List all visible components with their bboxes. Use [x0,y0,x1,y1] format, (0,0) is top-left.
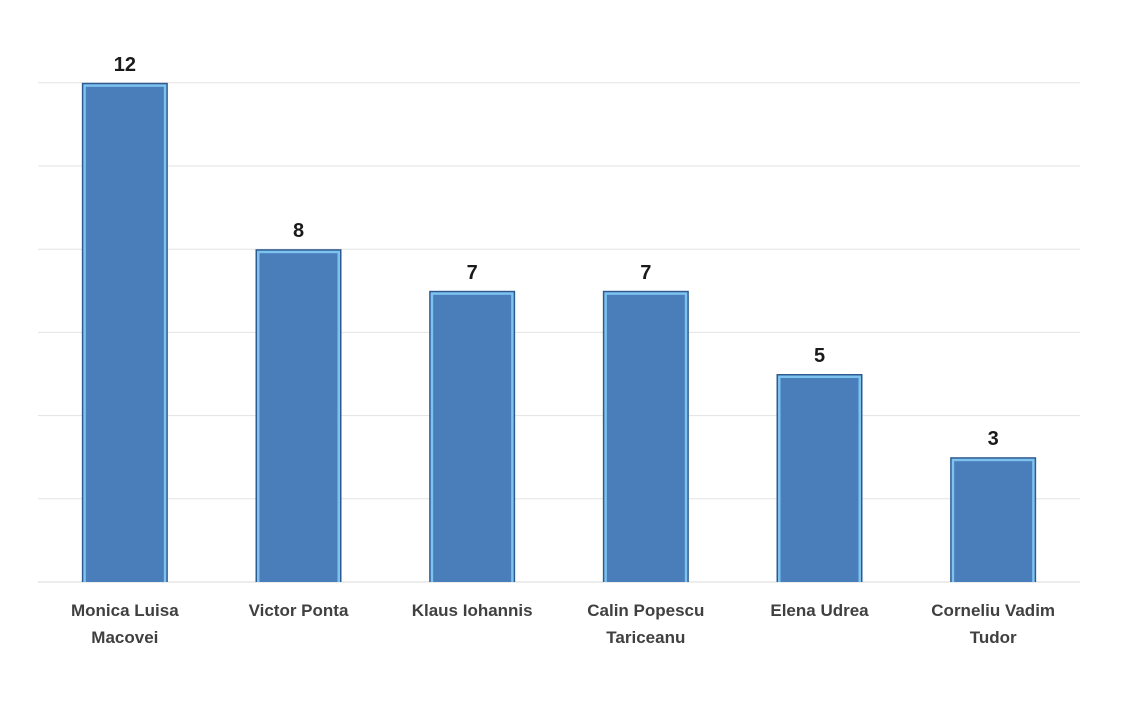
data-label: 8 [293,220,304,242]
category-label-line: Elena Udrea [770,601,869,620]
category-label: Klaus Iohannis [412,601,533,620]
gridlines [38,82,1080,583]
data-label: 3 [988,428,999,450]
bar [81,82,168,583]
bar-fill [433,294,512,582]
bar-fill [85,86,164,583]
category-label: Corneliu Vadim Tudor [931,601,1055,647]
category-label: Victor Ponta [249,601,349,620]
category-label: Monica Luisa Macovei [71,601,179,647]
data-labels: 12 8 7 7 5 3 [114,54,999,450]
bar-fill [606,294,685,582]
bars [81,82,1037,583]
category-label-line: Victor Ponta [249,601,349,620]
category-label-line: Macovei [91,628,158,647]
data-label: 7 [467,262,478,284]
bar-fill [954,461,1033,582]
category-label: Elena Udrea [770,601,869,620]
data-label: 12 [114,54,136,76]
bar-fill [259,253,338,582]
category-label: Calin Popescu Tariceanu [587,601,704,647]
data-label: 7 [640,262,651,284]
bar [255,249,342,582]
category-labels: Monica Luisa Macovei Victor Ponta Klaus Ioh… [71,601,1055,647]
bar [429,290,516,582]
bar [950,457,1037,582]
category-label-line: Tudor [970,628,1017,647]
category-label-line: Calin Popescu [587,601,704,620]
bar [776,374,863,582]
category-label-line: Tariceanu [606,628,685,647]
bar [602,290,689,582]
bar-fill [780,378,859,582]
category-label-line: Corneliu Vadim [931,601,1055,620]
data-label: 5 [814,345,825,367]
category-label-line: Monica Luisa [71,601,179,620]
category-label-line: Klaus Iohannis [412,601,533,620]
